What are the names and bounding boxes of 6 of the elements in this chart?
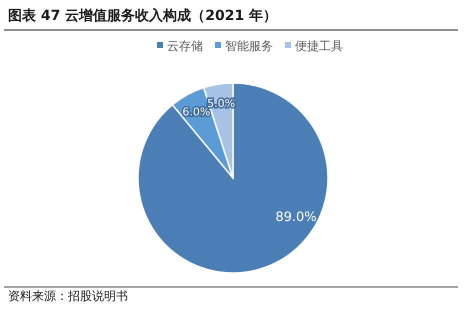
legend-label: 智能服务 [225, 39, 273, 53]
legend-label: 云存储 [167, 39, 203, 53]
text: 资料来源：招股说明书 [8, 289, 128, 303]
data-label: 89.0% [275, 210, 317, 225]
legend-label: 便捷工具 [295, 39, 343, 53]
chart-title: 图表 47 云增值服务收入构成（2021 年） [8, 8, 278, 24]
